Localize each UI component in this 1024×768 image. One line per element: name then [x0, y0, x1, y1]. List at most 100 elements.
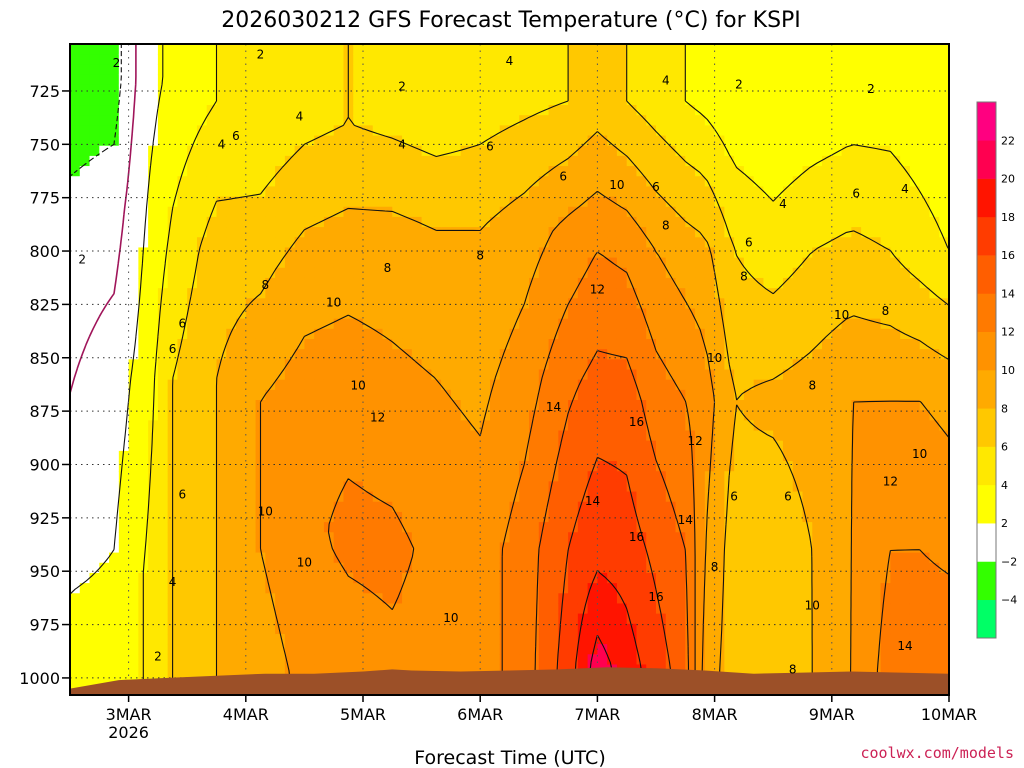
- colorbar-swatch: [977, 102, 996, 141]
- colorbar-swatch: [977, 255, 996, 294]
- colorbar-swatch: [977, 408, 996, 447]
- contour-label: 10: [258, 504, 273, 518]
- isotherm-line: [142, 44, 949, 695]
- contour-label: 14: [678, 513, 693, 527]
- contour-label: 8: [740, 270, 748, 284]
- contour-label: 4: [901, 182, 909, 196]
- plot-frame: [69, 43, 950, 696]
- contour-label: 2: [113, 56, 121, 70]
- colorbar-label: −4: [1001, 594, 1017, 607]
- contour-label: 10: [350, 379, 365, 393]
- colorbar-swatch: [977, 216, 996, 256]
- source-credit: coolwx.com/models: [860, 744, 1014, 762]
- contour-label: 16: [629, 530, 644, 544]
- x-tick-label: 6MAR: [457, 705, 503, 724]
- contour-label: 4: [779, 197, 787, 211]
- y-tick-label: 750: [29, 135, 60, 154]
- y-tick-label: 1000: [19, 669, 60, 688]
- isotherm-contours: [70, 44, 949, 695]
- contour-label: 12: [883, 475, 898, 489]
- x-tick-label: 8MAR: [692, 705, 738, 724]
- contour-label: 10: [297, 556, 312, 570]
- contour-label: 2: [398, 80, 406, 94]
- colorbar-label: 4: [1001, 479, 1008, 492]
- contour-label: 4: [169, 575, 177, 589]
- isotherm-line: [172, 44, 949, 695]
- colorbar-label: 22: [1001, 134, 1015, 147]
- colorbar-label: 2: [1001, 517, 1008, 530]
- colorbar-swatch: [977, 140, 996, 179]
- chart-title: 2026030212 GFS Forecast Temperature (°C)…: [221, 8, 801, 33]
- x-tick-label: 4MAR: [223, 705, 269, 724]
- isotherm-line: [70, 44, 164, 595]
- contour-label: 6: [559, 169, 567, 183]
- colorbar-frame: [976, 101, 997, 639]
- contour-label: 8: [662, 218, 670, 232]
- contour-label: 12: [687, 434, 702, 448]
- y-tick-label: 875: [29, 402, 60, 421]
- contour-label: 4: [662, 73, 670, 87]
- contour-label: 12: [370, 411, 385, 425]
- contour-label: 8: [789, 662, 797, 676]
- grid-lines: [70, 44, 950, 695]
- temperature-field: [70, 44, 949, 695]
- x-tick-label: 10MAR: [921, 705, 977, 724]
- y-tick-label: 725: [29, 82, 60, 101]
- colorbar-label: 6: [1001, 441, 1008, 454]
- x-tick-label: 9MAR: [809, 705, 855, 724]
- contour-label: 8: [882, 304, 890, 318]
- contour-label: 6: [232, 129, 240, 143]
- contour-label: 16: [648, 590, 663, 604]
- isotherm-line: [327, 251, 949, 695]
- contour-label: 6: [852, 186, 860, 200]
- contour-label: 6: [730, 490, 738, 504]
- contour-label: 10: [912, 447, 927, 461]
- contour-label: 10: [443, 611, 458, 625]
- contour-label: 10: [805, 598, 820, 612]
- colorbar-label: 16: [1001, 249, 1015, 262]
- contour-label: 4: [218, 137, 226, 151]
- y-tick-label: 925: [29, 509, 60, 528]
- colorbar-label: −2: [1001, 555, 1017, 568]
- colorbar-label: 12: [1001, 326, 1015, 339]
- colorbar-label: 18: [1001, 211, 1015, 224]
- colorbar-swatch: [977, 484, 996, 524]
- x-tick-label: 5MAR: [340, 705, 386, 724]
- x-tick-label: 3MAR: [106, 705, 152, 724]
- contour-label: 4: [398, 137, 406, 151]
- y-tick-label: 775: [29, 189, 60, 208]
- colorbar-swatch: [977, 523, 996, 562]
- contour-label: 10: [834, 308, 849, 322]
- terrain-surface: [70, 667, 949, 695]
- contour-label: 8: [261, 278, 269, 292]
- isotherm-line: [70, 44, 122, 177]
- contour-label: 2: [867, 82, 875, 96]
- colorbar-label: 8: [1001, 402, 1008, 415]
- contour-label: 10: [707, 351, 722, 365]
- contour-label: 6: [652, 180, 660, 194]
- x-tick-sublabel: 2026: [108, 723, 149, 742]
- y-tick-label: 950: [29, 562, 60, 581]
- colorbar-swatch: [977, 446, 996, 486]
- y-tick-label: 975: [29, 616, 60, 635]
- colorbar-swatch: [977, 293, 996, 333]
- colorbar: −4 −2 2 4 6 8 10 12 14 16 18 20 22: [976, 101, 1017, 639]
- isotherm-line: [534, 350, 949, 695]
- contour-label: 6: [745, 236, 753, 250]
- y-tick-label: 850: [29, 349, 60, 368]
- contour-label: 2: [735, 78, 743, 92]
- contour-label: 2: [257, 48, 265, 62]
- colorbar-swatch: [977, 331, 996, 371]
- contour-label: 6: [178, 317, 186, 331]
- isotherm-line: [259, 190, 949, 695]
- colorbar-swatch: [977, 178, 996, 218]
- y-axis-ticks: 725 750 775 800 825 850 875 900 925 950 975 1000: [19, 82, 70, 688]
- y-tick-label: 825: [29, 295, 60, 314]
- contour-label: 2: [78, 253, 86, 267]
- contour-label: 8: [808, 379, 816, 393]
- contour-label: 4: [506, 54, 514, 68]
- contour-label: 10: [609, 178, 624, 192]
- contour-label: 12: [590, 283, 605, 297]
- contour-label: 8: [384, 261, 392, 275]
